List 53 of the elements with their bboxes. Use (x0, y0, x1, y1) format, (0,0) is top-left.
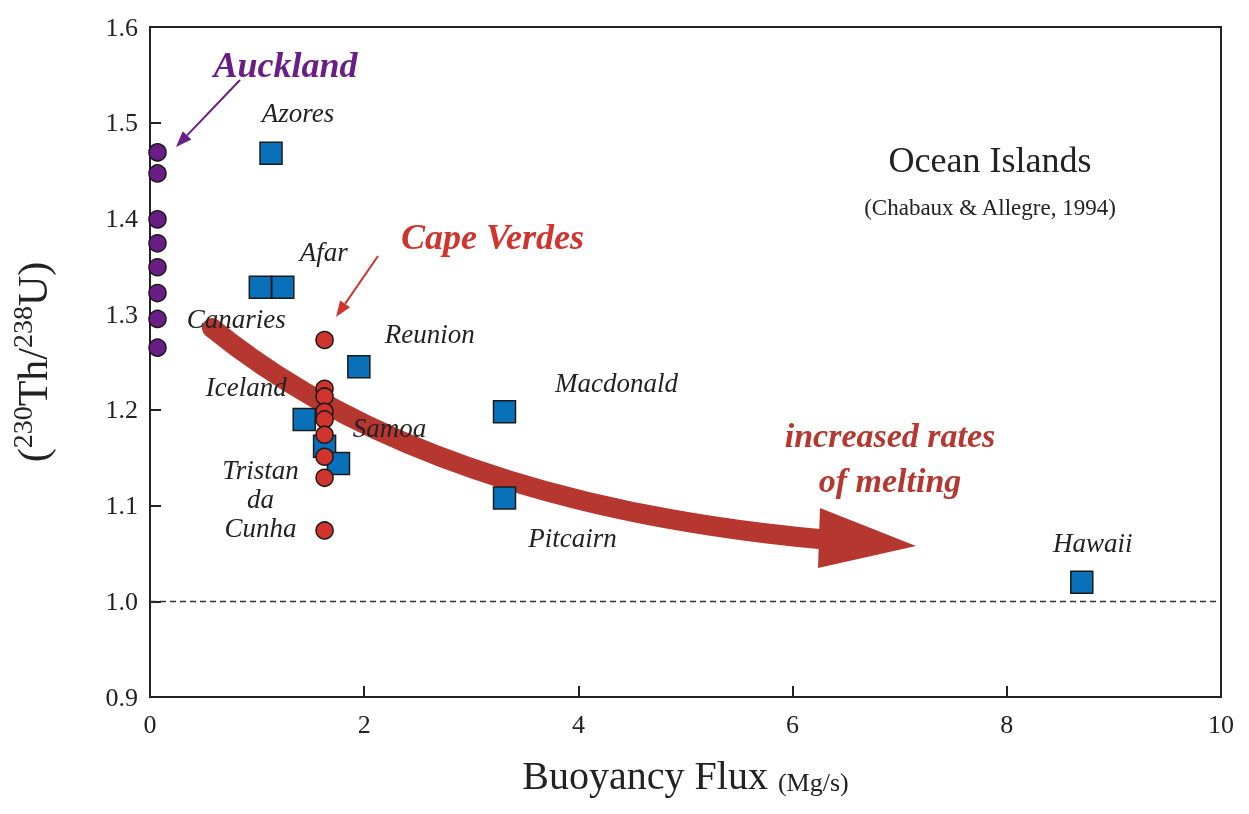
point (492, 486, 517, 510)
x-axis-title: Buoyancy Flux (Mg/s) (522, 752, 849, 798)
point (315, 447, 334, 466)
y-tick-label: 1.1 (105, 491, 138, 521)
annotation: Canaries (186, 304, 286, 335)
point (148, 309, 167, 329)
x-tick-label: 8 (1000, 709, 1014, 739)
point (148, 234, 167, 253)
y-tick-label: 1.2 (105, 395, 138, 425)
point (315, 425, 334, 444)
annotation: Hawaii (1052, 528, 1133, 559)
y-tick-label: 1.0 (105, 586, 138, 616)
annotation: Pitcairn (527, 522, 617, 553)
point (492, 400, 517, 424)
point (148, 338, 167, 357)
text: Auckland (211, 45, 359, 86)
annotation: Ocean Islands (888, 140, 1092, 180)
point (315, 468, 334, 488)
point (271, 275, 295, 300)
x-tick-label: 10 (1208, 709, 1234, 739)
y-tick-label: 1.3 (105, 299, 138, 329)
text: Cape Verdes (401, 216, 585, 257)
point (292, 407, 316, 432)
annotation: Macdonald (554, 367, 679, 398)
annotation: Tristan da Cunha (222, 455, 299, 544)
x-tick-label: 6 (786, 709, 800, 739)
point (148, 283, 167, 303)
point (315, 387, 334, 406)
point (259, 141, 283, 166)
annotation: Reunion (383, 318, 475, 349)
y-tick-label: 1.6 (105, 12, 138, 42)
y-tick-label: 1.5 (105, 108, 138, 138)
point (1070, 570, 1094, 594)
point (315, 410, 334, 429)
point (248, 275, 273, 300)
x-tick-label: 4 (571, 709, 585, 739)
x-tick-label: 0 (143, 709, 157, 739)
y-tick-label: 0.9 (105, 682, 138, 712)
point (148, 143, 167, 162)
annotation: Azores (259, 98, 335, 129)
annotation: Iceland (204, 372, 288, 403)
y-axis-title: (230Th/238U) (6, 261, 57, 463)
point (315, 521, 334, 540)
point (148, 258, 167, 277)
annotation: Afar (297, 237, 349, 268)
point (148, 210, 167, 229)
point (347, 355, 371, 379)
point (148, 164, 167, 183)
x-tick-label: 2 (357, 709, 371, 739)
annotation: (Chabaux & Allegre, 1994) (864, 194, 1116, 220)
y-tick-label: 1.4 (105, 203, 138, 233)
annotation: increased rates of melting (784, 417, 996, 499)
point (315, 330, 334, 350)
